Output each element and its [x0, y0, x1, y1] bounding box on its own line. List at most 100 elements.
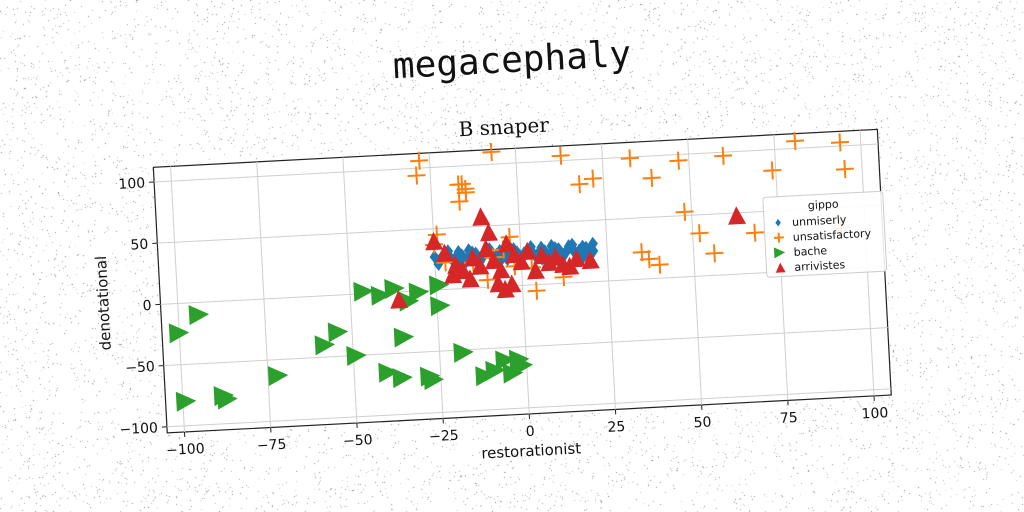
triangle-up-marker: [461, 269, 480, 288]
plus-marker: [527, 281, 546, 300]
triangle-right-marker: [392, 368, 413, 389]
legend-item-label: unsatisfactory: [793, 227, 872, 244]
plus-marker: [650, 255, 669, 274]
triangle-right-marker: [353, 281, 374, 302]
triangle-right-marker: [495, 350, 516, 371]
plus-marker: [570, 175, 589, 194]
x-tick-label: −100: [166, 441, 205, 459]
triangle-up-marker: [519, 241, 538, 261]
triangle-right-marker: [213, 386, 235, 407]
grid-line-x: [170, 166, 185, 433]
diamond-marker: [546, 238, 557, 253]
plus-marker: [551, 146, 570, 165]
plus-marker: [763, 161, 782, 180]
legend-box: [762, 190, 888, 278]
diamond-marker: [587, 236, 598, 251]
y-tick-label: 100: [118, 175, 146, 192]
diamond-marker: [577, 239, 588, 254]
triangle-right-marker: [370, 285, 392, 306]
legend: gippo unmiserlyunsatisfactorybachearrivi…: [762, 190, 888, 278]
triangle-right-marker: [430, 296, 451, 317]
diamond-marker: [567, 237, 578, 252]
triangle-up-marker: [444, 265, 463, 284]
grid-line-x: [601, 143, 616, 410]
plus-marker: [482, 142, 501, 162]
plus-marker: [745, 223, 764, 242]
triangle-up-marker: [436, 243, 455, 263]
triangle-right-marker: [773, 247, 786, 259]
grid-line-y: [160, 265, 885, 305]
plus-marker: [640, 250, 659, 269]
triangle-right-marker: [378, 362, 399, 383]
triangle-up-marker: [472, 207, 491, 226]
triangle-up-marker: [567, 249, 586, 268]
legend-item-label: unmiserly: [792, 213, 847, 229]
plus-marker: [690, 224, 709, 243]
plus-marker: [407, 166, 426, 185]
triangle-up-marker: [390, 290, 409, 309]
triangle-up-marker: [775, 262, 786, 273]
x-tick-label: −50: [343, 432, 373, 450]
triangle-up-marker: [480, 222, 499, 242]
triangle-right-marker: [168, 323, 190, 344]
plus-marker: [835, 160, 854, 179]
plus-marker: [773, 232, 784, 243]
triangle-up-marker: [485, 250, 503, 270]
plus-marker: [583, 169, 603, 188]
triangle-right-marker: [429, 275, 450, 296]
y-tick-label: −50: [125, 359, 155, 377]
triangle-up-marker: [497, 234, 516, 253]
triangle-right-marker: [188, 305, 210, 326]
plus-marker: [410, 151, 429, 170]
triangle-right-marker: [512, 355, 534, 376]
legend-item-arrivistes: arrivistes: [775, 258, 846, 274]
triangle-up-marker: [512, 251, 531, 271]
x-tick-label: −75: [256, 437, 286, 455]
diamond-marker: [525, 239, 536, 254]
plus-marker: [675, 202, 694, 221]
triangle-right-marker: [384, 278, 405, 299]
x-tick-label: −25: [429, 428, 459, 446]
y-tick-label: 0: [142, 298, 152, 314]
y-tick-label: 50: [130, 237, 149, 254]
triangle-right-marker: [453, 342, 474, 363]
x-axis-ticks: −100 −75 −50 −25 0 25 50 75 100: [166, 395, 889, 459]
data-points: [168, 131, 854, 412]
triangle-up-marker: [471, 256, 490, 276]
triangle-up-marker: [425, 231, 444, 251]
grid-line-x: [342, 157, 358, 424]
legend-item-unsatisfactory: unsatisfactory: [773, 227, 872, 244]
diamond-marker: [775, 218, 781, 227]
grid-line-x: [256, 161, 272, 428]
y-axis-ticks: −100 −50 0 50 100: [118, 175, 167, 438]
x-tick-label: 50: [693, 414, 712, 431]
chart-title: B snaper: [458, 113, 550, 142]
triangle-right-marker: [485, 360, 506, 381]
plus-marker: [830, 133, 850, 152]
y-tick-label: −100: [119, 420, 158, 438]
triangle-right-marker: [346, 346, 367, 366]
triangle-right-marker: [175, 391, 197, 412]
y-axis-label: denotational: [92, 255, 115, 350]
grid-line-y: [166, 388, 891, 428]
triangle-right-marker: [327, 322, 349, 343]
x-axis-label: restorationist: [481, 439, 582, 462]
grid-line-y: [157, 204, 882, 244]
plus-marker: [620, 149, 639, 168]
legend-title: gippo: [808, 197, 840, 212]
diamond-marker: [578, 249, 589, 264]
triangle-right-marker: [408, 282, 430, 303]
triangle-up-marker: [527, 261, 545, 280]
x-tick-label: 25: [607, 419, 626, 436]
triangle-up-marker: [503, 274, 522, 293]
series-bache: [168, 275, 534, 412]
triangle-right-marker: [393, 327, 415, 348]
triangle-right-marker: [314, 335, 336, 356]
legend-item-label: arrivistes: [794, 258, 846, 274]
grid-line-y: [154, 143, 879, 183]
diamond-marker: [433, 257, 444, 272]
diamond-marker: [560, 245, 571, 260]
triangle-up-marker: [477, 239, 496, 258]
